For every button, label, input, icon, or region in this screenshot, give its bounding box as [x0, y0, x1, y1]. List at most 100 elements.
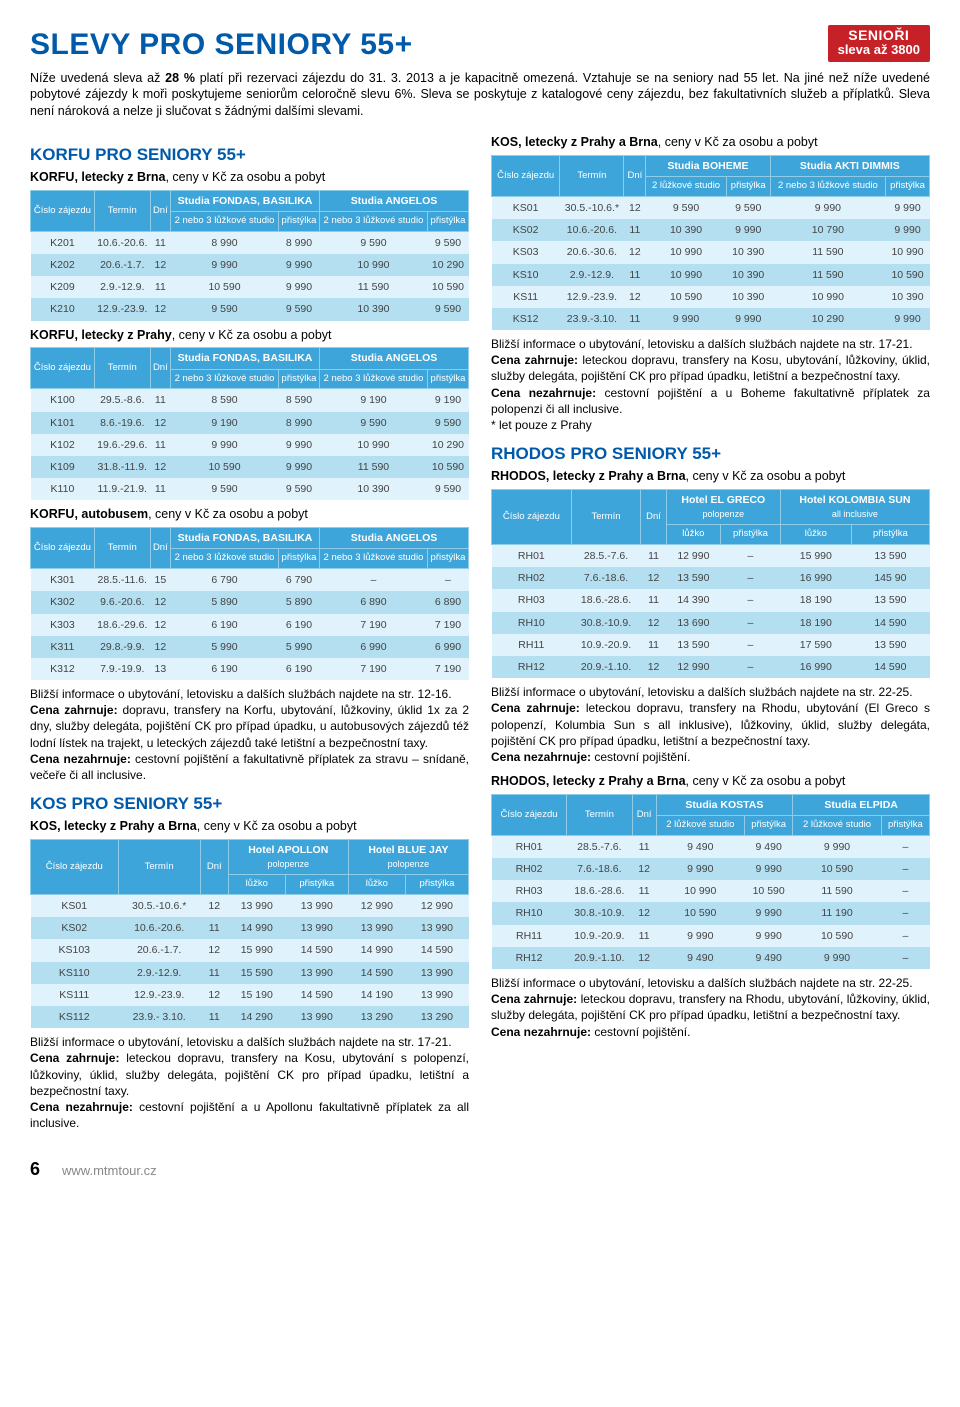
- cell: K110: [31, 478, 95, 500]
- cell: 16 990: [780, 567, 851, 589]
- cell: 10 590: [171, 456, 279, 478]
- cell: 12: [632, 858, 656, 880]
- cell: 9 490: [656, 947, 744, 969]
- cell: 2.9.-12.9.: [94, 276, 150, 298]
- col-cislo: Číslo zájezdu: [492, 489, 572, 544]
- cell: 18.6.-29.6.: [94, 614, 150, 636]
- col-termin: Termín: [567, 794, 633, 835]
- table-subhead: RHODOS, letecky z Prahy a Brna, ceny v K…: [491, 773, 930, 790]
- sub-header: přistýlka: [278, 549, 319, 569]
- cell: 2.9.-12.9.: [118, 962, 200, 984]
- cell: 11 590: [793, 880, 881, 902]
- cell: 10 390: [319, 478, 427, 500]
- cell: 15 190: [228, 984, 285, 1006]
- intro-text: Níže uvedená sleva až 28 % platí při rez…: [30, 70, 930, 121]
- cell: 12.9.-23.9.: [118, 984, 200, 1006]
- cell: 19.6.-29.6.: [94, 434, 150, 456]
- cell: 11: [624, 308, 646, 330]
- cell: 9 490: [745, 835, 793, 858]
- cell: 6 190: [171, 658, 279, 680]
- col-cislo: Číslo zájezdu: [31, 528, 95, 569]
- cell: 11 590: [770, 241, 885, 263]
- sub-header: přistýlka: [285, 875, 348, 895]
- cell: 9 990: [278, 276, 319, 298]
- cell: 10 290: [427, 254, 468, 276]
- sub-header: 2 nebo 3 lůžkové studio: [770, 177, 885, 197]
- cell: 9 590: [171, 478, 279, 500]
- col-cislo: Číslo zájezdu: [492, 794, 567, 835]
- cell: 9 190: [319, 389, 427, 412]
- info-text: Bližší informace o ubytování, letovisku …: [491, 975, 930, 1040]
- cell: 11: [200, 917, 228, 939]
- cell: 11: [641, 634, 666, 656]
- sub-header: přistýlka: [278, 369, 319, 389]
- cell: 18 190: [780, 589, 851, 611]
- cell: 11: [641, 545, 666, 568]
- cell: K301: [31, 569, 95, 592]
- cell: 9 990: [770, 196, 885, 219]
- cell: 9 590: [319, 231, 427, 254]
- cell: 13: [150, 658, 170, 680]
- cell: 10 290: [427, 434, 468, 456]
- cell: 14 990: [228, 917, 285, 939]
- col-termin: Termín: [560, 156, 624, 197]
- cell: 12: [200, 939, 228, 961]
- cell: KS12: [492, 308, 560, 330]
- cell: 9 990: [726, 308, 770, 330]
- cell: 9 990: [656, 925, 744, 947]
- cell: 20.6.-1.7.: [94, 254, 150, 276]
- cell: 14 190: [348, 984, 405, 1006]
- cell: 31.8.-11.9.: [94, 456, 150, 478]
- cell: 5 990: [278, 636, 319, 658]
- cell: RH02: [492, 858, 567, 880]
- sub-header: 2 lůžkové studio: [793, 816, 881, 836]
- cell: 10 590: [793, 925, 881, 947]
- cell: 5 890: [171, 591, 279, 613]
- info-text: Bližší informace o ubytování, letovisku …: [30, 686, 469, 783]
- col-dni: Dní: [150, 348, 170, 389]
- cell: 9 590: [427, 231, 468, 254]
- table-row: RH1110.9.-20.9.119 9909 99010 590–: [492, 925, 930, 947]
- cell: 10 590: [171, 276, 279, 298]
- cell: 9 990: [745, 858, 793, 880]
- cell: 12: [150, 636, 170, 658]
- cell: 10 390: [726, 241, 770, 263]
- cell: 12: [150, 254, 170, 276]
- table-subhead: KORFU, letecky z Prahy, ceny v Kč za oso…: [30, 327, 469, 344]
- cell: 11: [150, 231, 170, 254]
- cell: 29.5.-8.6.: [94, 389, 150, 412]
- table-row: RH0128.5.-7.6.119 4909 4909 990–: [492, 835, 930, 858]
- sub-header: přistýlka: [726, 177, 770, 197]
- cell: 10 390: [886, 286, 930, 308]
- cell: KS10: [492, 264, 560, 286]
- cell: 10 590: [427, 276, 468, 298]
- cell: 12: [632, 902, 656, 924]
- group-header: Studia ANGELOS: [319, 348, 468, 369]
- cell: 10 990: [656, 880, 744, 902]
- cell: 12.9.-23.9.: [94, 298, 150, 320]
- col-termin: Termín: [94, 190, 150, 231]
- cell: 12: [150, 298, 170, 320]
- cell: 11: [150, 276, 170, 298]
- table-row: RH0128.5.-7.6.1112 990–15 99013 590: [492, 545, 930, 568]
- section-heading: KOS PRO SENIORY 55+: [30, 793, 469, 816]
- sub-header: přistýlka: [278, 212, 319, 232]
- group-header: Hotel BLUE JAYpolopenze: [348, 839, 468, 874]
- group-header: Studia ANGELOS: [319, 190, 468, 211]
- cell: 6 990: [319, 636, 427, 658]
- cell: 10 790: [770, 219, 885, 241]
- cell: 11: [624, 219, 646, 241]
- cell: 14 590: [348, 962, 405, 984]
- table-row: KS11223.9.- 3.10.1114 29013 99013 29013 …: [31, 1006, 469, 1028]
- cell: 7 190: [319, 658, 427, 680]
- group-header: Studia FONDAS, BASILIKA: [171, 190, 320, 211]
- cell: 9 990: [886, 308, 930, 330]
- col-dni: Dní: [200, 839, 228, 894]
- cell: 30.8.-10.9.: [567, 902, 633, 924]
- cell: 12: [150, 456, 170, 478]
- col-dni: Dní: [150, 190, 170, 231]
- col-termin: Termín: [94, 528, 150, 569]
- col-cislo: Číslo zájezdu: [492, 156, 560, 197]
- cell: –: [881, 858, 929, 880]
- cell: 10 590: [656, 902, 744, 924]
